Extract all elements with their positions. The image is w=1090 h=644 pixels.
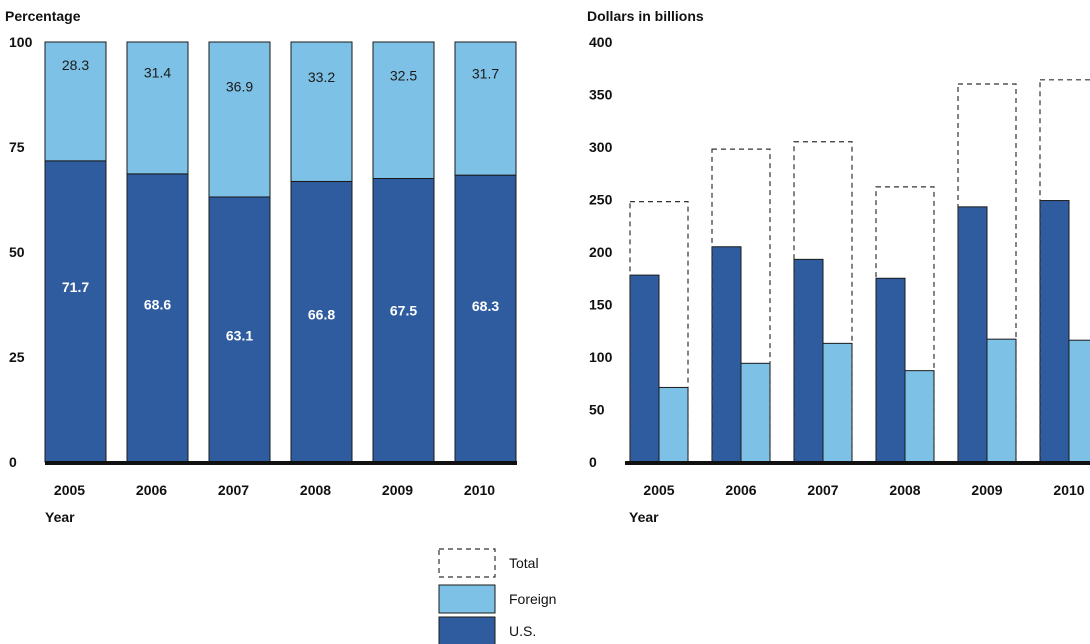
left-data-label-foreign: 28.3	[62, 57, 89, 73]
right-bar-foreign	[740, 362, 771, 463]
left-bar-us	[44, 160, 107, 463]
right-y-tick-label: 350	[589, 87, 613, 103]
right-y-tick-label: 100	[589, 349, 613, 365]
left-data-label-us: 68.6	[144, 296, 171, 312]
right-y-tick-label: 150	[589, 297, 613, 313]
right-bar-total-outline	[957, 83, 1017, 463]
legend-label-foreign: Foreign	[509, 591, 556, 607]
left-x-tick-label: 2008	[300, 482, 331, 498]
right-bar-us	[957, 206, 988, 463]
left-data-label-us: 71.7	[62, 279, 89, 295]
right-bar-foreign	[904, 370, 935, 463]
right-y-tick-label: 50	[589, 402, 605, 418]
right-bar-foreign	[822, 342, 853, 463]
left-bar-foreign	[126, 41, 189, 175]
left-bar-foreign	[44, 41, 107, 162]
legend: Total Foreign U.S.	[438, 548, 556, 644]
left-x-axis-title: Year	[45, 509, 75, 525]
right-x-tick-label: 2005	[643, 482, 674, 498]
right-bar-foreign	[658, 386, 689, 463]
left-data-label-us: 63.1	[226, 328, 253, 344]
left-y-axis-title: Percentage	[5, 8, 81, 24]
left-data-label-us: 66.8	[308, 307, 335, 323]
right-y-axis-title: Dollars in billions	[587, 8, 704, 24]
right-x-axis-title: Year	[629, 509, 659, 525]
right-x-tick-label: 2010	[1053, 482, 1084, 498]
left-data-label-foreign: 31.4	[144, 65, 171, 81]
left-x-tick-label: 2009	[382, 482, 413, 498]
legend-label-total: Total	[509, 555, 539, 571]
left-data-label-us: 68.3	[472, 298, 499, 314]
left-data-label-foreign: 32.5	[390, 67, 417, 83]
percentage-chart: Percentage Year 0 25 50 75 100 28.3 71.7 2005 31…	[5, 8, 517, 525]
left-data-label-foreign: 31.7	[472, 65, 499, 81]
left-bar-foreign	[208, 41, 271, 198]
legend-swatch-us	[438, 616, 496, 644]
right-bar-total-outline	[629, 201, 689, 463]
right-bar-us	[793, 258, 824, 463]
right-y-tick-label: 300	[589, 139, 613, 155]
right-bar-us	[1039, 200, 1070, 463]
legend-label-us: U.S.	[509, 623, 536, 639]
left-y-tick-label: 0	[9, 454, 17, 470]
left-y-tick-label: 50	[9, 244, 25, 260]
right-y-tick-label: 200	[589, 244, 613, 260]
dollars-chart: Dollars in billions Year 0 50 100 150 200 250…	[587, 8, 1090, 525]
right-bar-foreign	[1068, 339, 1090, 463]
right-x-tick-label: 2006	[725, 482, 756, 498]
left-x-tick-label: 2005	[54, 482, 85, 498]
left-bar-us	[126, 173, 189, 463]
right-bar-us	[629, 274, 660, 463]
right-y-tick-label: 250	[589, 192, 613, 208]
right-bar-us	[711, 246, 742, 463]
right-x-tick-label: 2008	[889, 482, 920, 498]
right-x-tick-label: 2007	[807, 482, 838, 498]
left-y-tick-label: 75	[9, 139, 25, 155]
left-x-tick-label: 2007	[218, 482, 249, 498]
right-bar-foreign	[986, 338, 1017, 463]
legend-swatch-total	[438, 548, 496, 578]
right-y-tick-label: 400	[589, 34, 613, 50]
left-bar-foreign	[372, 41, 435, 179]
left-x-tick-label: 2010	[464, 482, 495, 498]
left-data-label-us: 67.5	[390, 303, 417, 319]
left-data-label-foreign: 33.2	[308, 69, 335, 85]
left-y-tick-label: 25	[9, 349, 25, 365]
right-y-tick-label: 0	[589, 454, 597, 470]
left-bar-us	[208, 196, 271, 463]
right-bar-us	[875, 277, 906, 463]
left-x-tick-label: 2006	[136, 482, 167, 498]
left-bar-foreign	[290, 41, 353, 182]
left-bar-us	[454, 174, 517, 463]
left-bar-us	[372, 178, 435, 463]
left-y-tick-label: 100	[9, 34, 33, 50]
right-x-tick-label: 2009	[971, 482, 1002, 498]
legend-swatch-foreign	[438, 584, 496, 614]
left-data-label-foreign: 36.9	[226, 78, 253, 94]
left-bar-foreign	[454, 41, 517, 176]
